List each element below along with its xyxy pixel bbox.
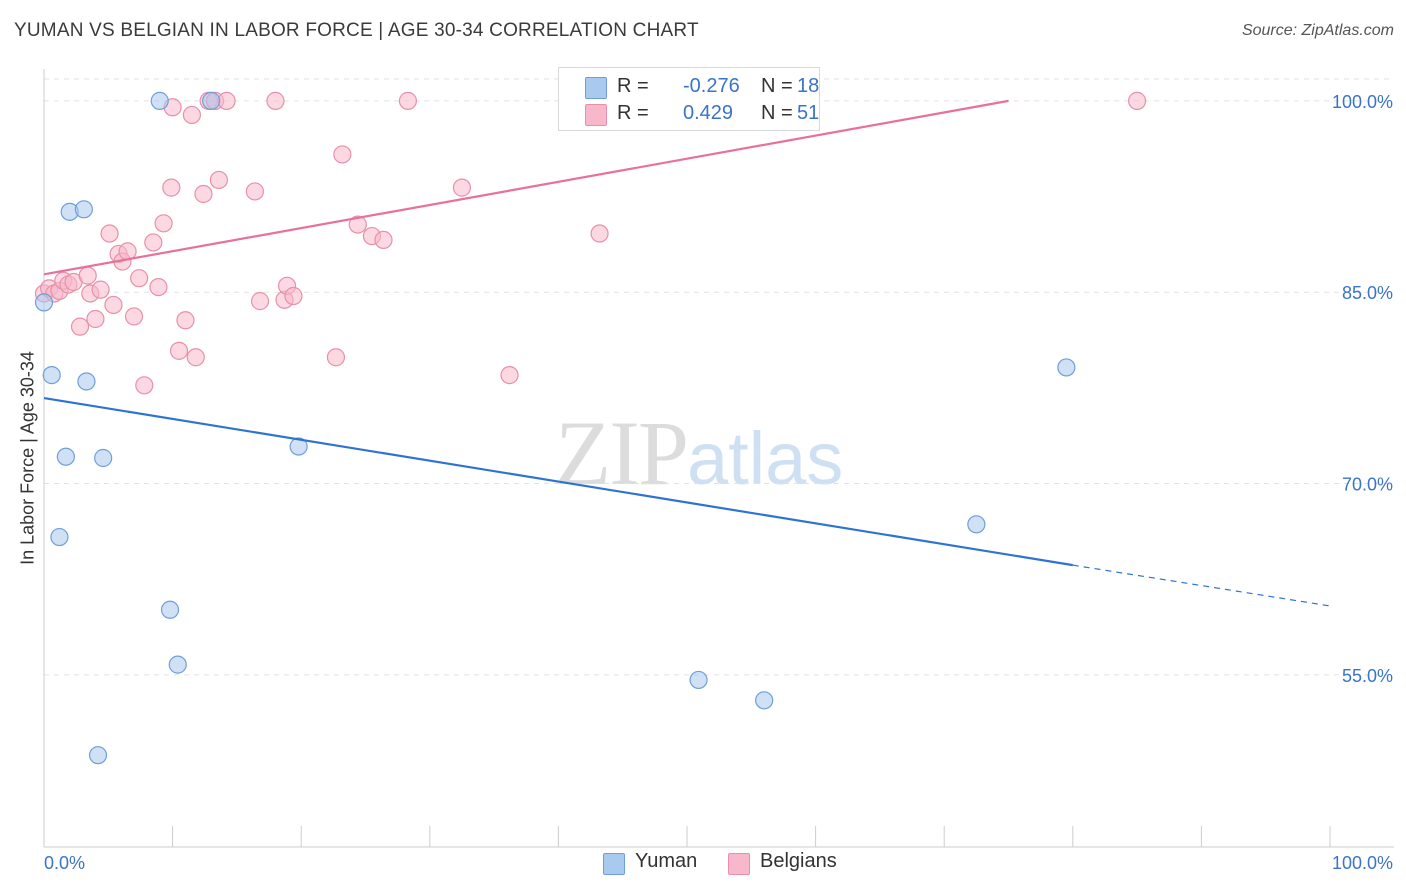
bottom-legend-swatch-belgians bbox=[728, 853, 750, 875]
yuman-point bbox=[77, 372, 96, 391]
belgian-point bbox=[100, 224, 119, 243]
belgian-point bbox=[144, 233, 163, 252]
belgian-point bbox=[398, 91, 418, 110]
bottom-legend-swatch-yuman bbox=[603, 853, 625, 875]
belgian-point bbox=[250, 292, 270, 311]
y-tick-label: 55.0% bbox=[1342, 666, 1393, 686]
yuman-trend-line bbox=[43, 396, 1073, 567]
belgian-point bbox=[162, 178, 181, 197]
belgian-point bbox=[169, 341, 189, 360]
y-tick-label: 100.0% bbox=[1332, 92, 1393, 112]
yuman-point bbox=[94, 448, 113, 468]
belgian-point bbox=[590, 224, 609, 243]
x-tick-label: 0.0% bbox=[44, 853, 85, 873]
belgian-point bbox=[194, 184, 213, 204]
yuman-point bbox=[88, 746, 108, 765]
bottom-legend-label-belgians: Belgians bbox=[760, 850, 837, 872]
legend-r-value: 0.429 bbox=[683, 102, 734, 124]
belgian-point bbox=[78, 266, 97, 285]
belgian-point bbox=[149, 277, 168, 297]
belgian-point bbox=[130, 269, 149, 288]
watermark-zip: ZIP bbox=[555, 402, 689, 504]
legend-swatch-yuman bbox=[585, 77, 607, 99]
belgian-point bbox=[154, 214, 173, 233]
yuman-point bbox=[74, 200, 93, 219]
legend-n-value: 51 bbox=[797, 102, 820, 124]
y-tick-label: 85.0% bbox=[1342, 283, 1393, 303]
y-tick-label: 70.0% bbox=[1342, 475, 1393, 495]
belgian-point bbox=[217, 91, 236, 110]
yuman-point bbox=[56, 447, 75, 466]
belgian-point bbox=[452, 178, 472, 197]
belgian-point bbox=[266, 91, 285, 110]
correlation-legend: R = -0.276 N = 18 R = 0.429 N = 51 bbox=[558, 67, 820, 131]
legend-n-value: 18 bbox=[797, 75, 820, 97]
yuman-point bbox=[202, 91, 221, 110]
legend-swatch-belgians bbox=[585, 104, 607, 126]
yuman-point bbox=[1057, 358, 1076, 377]
belgian-point bbox=[374, 230, 393, 250]
belgian-point bbox=[209, 170, 228, 190]
chart-title: YUMAN VS BELGIAN IN LABOR FORCE | AGE 30… bbox=[14, 20, 699, 41]
belgian-point bbox=[333, 145, 352, 164]
watermark-atlas: atlas bbox=[687, 417, 844, 500]
yuman-trend-extension bbox=[1072, 564, 1331, 607]
legend-r-value: -0.276 bbox=[683, 75, 740, 97]
belgian-point bbox=[91, 280, 110, 299]
yuman-point bbox=[967, 515, 986, 534]
belgian-point bbox=[186, 348, 205, 367]
belgian-point bbox=[70, 317, 90, 336]
y-axis-label: In Labor Force | Age 30-34 bbox=[17, 351, 38, 565]
yuman-point bbox=[42, 365, 61, 385]
belgian-trend-line bbox=[43, 99, 1009, 276]
yuman-point bbox=[168, 655, 187, 674]
legend-n-label: N = bbox=[761, 75, 793, 97]
belgian-point bbox=[182, 105, 201, 125]
belgian-point bbox=[500, 365, 519, 385]
belgian-point bbox=[245, 182, 265, 201]
source-label: Source: ZipAtlas.com bbox=[1241, 22, 1394, 39]
bottom-legend-label-yuman: Yuman bbox=[635, 850, 698, 872]
yuman-point bbox=[160, 600, 180, 619]
legend-r-label: R = bbox=[617, 75, 649, 97]
belgian-point bbox=[124, 307, 144, 326]
legend-r-label: R = bbox=[617, 102, 649, 124]
belgian-point bbox=[326, 348, 346, 367]
belgian-point bbox=[1127, 91, 1147, 110]
belgian-point bbox=[284, 286, 303, 306]
belgian-point bbox=[348, 215, 367, 234]
belgian-point bbox=[176, 311, 195, 330]
watermark: ZIPatlas bbox=[555, 400, 843, 506]
yuman-point bbox=[150, 91, 169, 110]
yuman-point bbox=[34, 293, 54, 312]
yuman-point bbox=[755, 691, 774, 710]
yuman-point bbox=[689, 670, 708, 690]
x-tick-label: 100.0% bbox=[1332, 853, 1393, 873]
yuman-point bbox=[289, 437, 308, 456]
legend-n-label: N = bbox=[761, 102, 793, 124]
yuman-point bbox=[50, 527, 69, 547]
belgian-point bbox=[86, 309, 105, 329]
belgian-point bbox=[104, 295, 123, 315]
belgian-point bbox=[135, 376, 154, 395]
